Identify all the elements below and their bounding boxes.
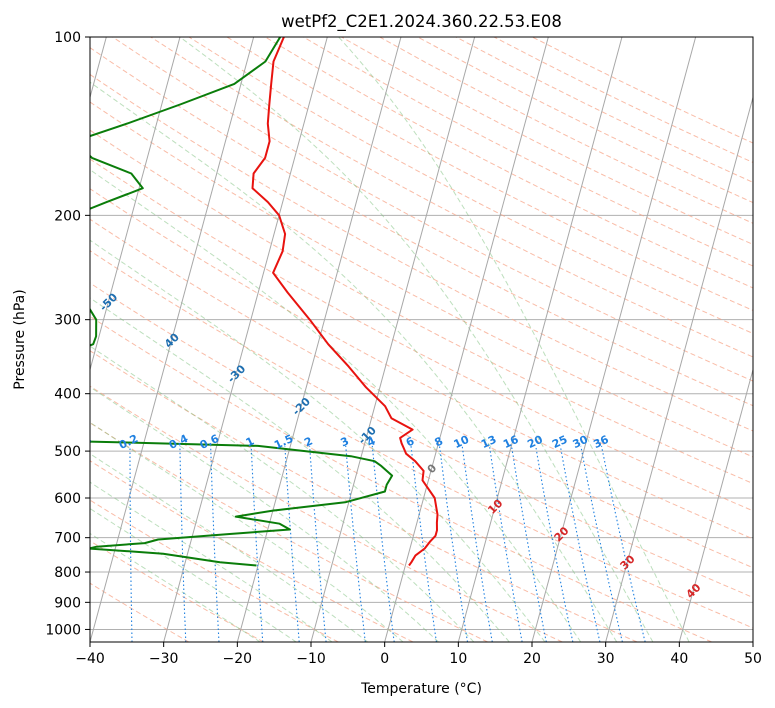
mixing-ratio-line (250, 445, 264, 642)
x-tick-label: −20 (223, 651, 253, 667)
chart-title: wetPf2_C2E1.2024.360.22.53.E08 (281, 12, 562, 32)
isotherm-line (163, 37, 328, 642)
x-axis-title: Temperature (°C) (360, 681, 482, 697)
moist-adiabat-line (90, 239, 546, 642)
moist-adiabat-line (90, 81, 618, 642)
x-tick-label: −10 (296, 651, 326, 667)
mixing-ratio-label: 25 (550, 433, 569, 451)
dry-adiabat-line (90, 350, 638, 642)
moist-adiabat-line (90, 421, 404, 642)
mixing-ratio-line (179, 445, 187, 642)
dry-adiabat-line (90, 101, 753, 458)
dry-adiabat-line (90, 582, 190, 642)
isotherm-line (457, 37, 623, 642)
dry-adiabat-line (90, 422, 488, 642)
axis-layer: −40 −30 −20 −10 0 10 20 30 40 50 100 200 300 400 500 60… (45, 30, 762, 667)
moist-adiabat-line (338, 37, 690, 642)
mixing-ratio-label: 36 (591, 433, 611, 451)
mixing-ratio-label: 13 (479, 433, 498, 451)
mixing-ratio-line (309, 445, 327, 642)
isotherm-line (531, 37, 697, 642)
x-tick-label: −30 (149, 651, 179, 667)
mixing-ratio-label: 30 (571, 433, 591, 451)
series-layer (90, 37, 439, 567)
moist-adiabat-line (90, 481, 333, 642)
dry-adiabat-line (90, 73, 753, 432)
dry-adiabat-line (90, 129, 753, 485)
mixing-ratio-line (438, 445, 469, 642)
x-tick-label: 0 (380, 651, 389, 667)
mixing-ratio-line (600, 445, 646, 642)
plot-frame (89, 36, 754, 643)
mixing-ratio-label: 16 (501, 433, 521, 451)
y-axis-title: Pressure (hPa) (12, 289, 28, 389)
dry-adiabat-line (226, 37, 753, 311)
mixing-ratio-line (410, 445, 437, 642)
isotherm-line (678, 367, 753, 642)
x-tick-label: 10 (449, 651, 467, 667)
moist-adiabat-line (90, 507, 297, 642)
dry-adiabat-line (90, 282, 753, 629)
dry-adiabat-line (264, 37, 753, 289)
mixing-ratio-line (345, 445, 366, 642)
grid-layer (90, 37, 753, 642)
mixing-ratio-line (559, 445, 601, 642)
moist-adiabat-line (179, 37, 654, 642)
dry-adiabat-line (90, 385, 563, 642)
mixing-ratio-line (535, 445, 574, 642)
mixing-ratio-line (129, 445, 133, 642)
x-tick-label: 50 (744, 651, 762, 667)
mixing-ratio-line (284, 445, 300, 642)
y-tick-label: 600 (54, 491, 81, 507)
isotherm-line (384, 37, 549, 642)
y-tick-label: 1000 (45, 622, 81, 638)
y-tick-label: 100 (54, 30, 81, 46)
x-tick-label: 30 (597, 651, 615, 667)
y-tick-label: 700 (54, 531, 81, 547)
x-tick-label: −40 (75, 651, 105, 667)
mixing-ratio-label: 10 (452, 433, 472, 451)
mixing-ratio-line (488, 445, 523, 642)
mixing-ratio-label: 0.1 (70, 432, 93, 452)
mixing-ratio-line (510, 445, 547, 642)
y-tick-label: 300 (54, 313, 81, 329)
isotherm-line (90, 37, 181, 372)
isotherm-line (310, 37, 476, 642)
isotherm-line (90, 37, 255, 642)
isotherm-line (236, 37, 402, 642)
dry-adiabat-line (90, 499, 339, 642)
y-tick-label: 200 (54, 208, 81, 224)
y-tick-label: 500 (54, 444, 81, 460)
moist-adiabat-line (90, 297, 510, 642)
mixing-ratio-line (371, 445, 395, 642)
dewpoint-profile-line (90, 37, 394, 567)
dry-adiabat-line (188, 37, 753, 335)
mixing-ratio-line (461, 445, 493, 642)
temperature-profile-line (251, 37, 439, 567)
mixing-ratio-line (210, 445, 220, 642)
x-tick-label: 40 (670, 651, 688, 667)
y-tick-label: 400 (54, 387, 81, 403)
moist-adiabat-line (90, 386, 439, 642)
dry-adiabat-line (90, 158, 753, 512)
y-tick-label: 800 (54, 565, 81, 581)
x-tick-label: 20 (523, 651, 541, 667)
dry-adiabat-line (90, 315, 712, 642)
moist-adiabat-line (90, 453, 368, 642)
mixing-ratio-label: 20 (525, 433, 545, 451)
y-tick-label: 900 (54, 595, 81, 611)
mixing-ratio-line (580, 445, 623, 642)
isotherm-line (605, 95, 753, 642)
moist-adiabat-line (90, 345, 475, 642)
dry-adiabat-line (90, 250, 753, 599)
